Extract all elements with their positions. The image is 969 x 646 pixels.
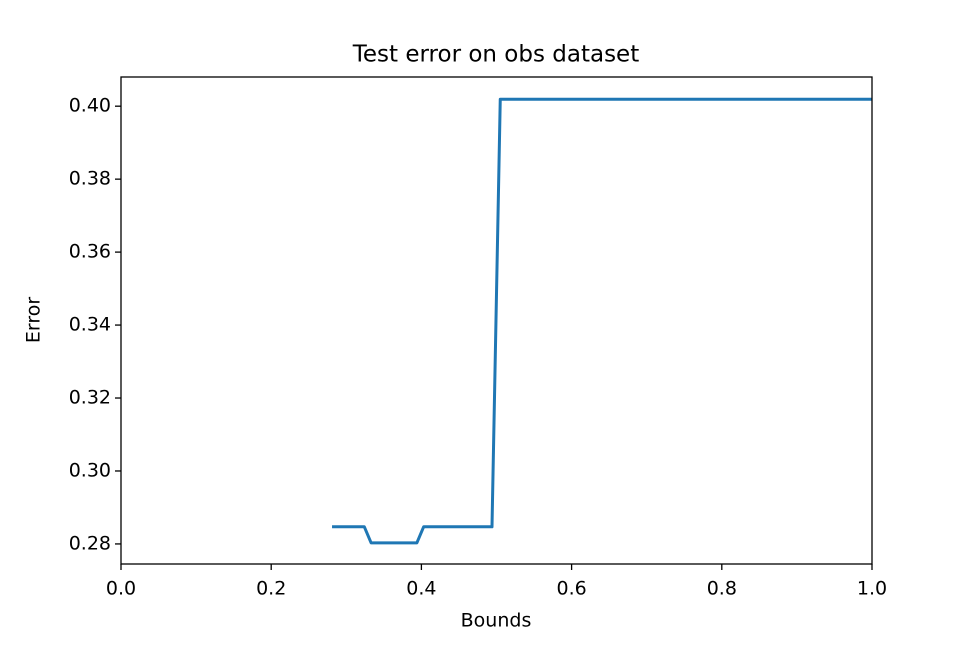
y-tick-label: 0.30 [69,459,111,481]
x-tick-label: 0.8 [707,578,737,600]
chart-title: Test error on obs dataset [352,42,639,68]
x-tick-label: 1.0 [857,578,887,600]
x-tick-label: 0.0 [106,578,136,600]
plot-frame [120,76,873,565]
y-tick-label: 0.38 [69,168,111,190]
x-tick-label: 0.6 [556,578,586,600]
data-line [332,97,872,545]
y-axis-label: Error [23,297,45,344]
y-tick-label: 0.28 [69,532,111,554]
x-tick-label: 0.4 [406,578,436,600]
y-tick-label: 0.36 [69,241,111,263]
y-tick-label: 0.34 [69,314,111,336]
y-tick-label: 0.40 [69,95,111,117]
y-tick-label: 0.32 [69,387,111,409]
x-axis-label: Bounds [461,610,532,632]
x-tick-label: 0.2 [256,578,286,600]
